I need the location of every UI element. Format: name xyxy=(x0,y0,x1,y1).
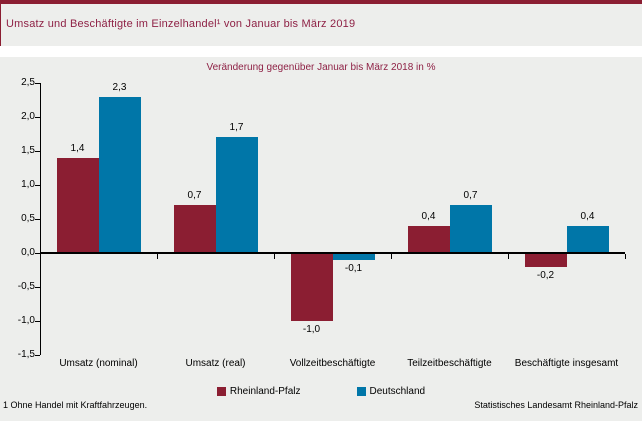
y-axis-tick-label: 0,0 xyxy=(21,247,35,258)
category-label: Umsatz (real) xyxy=(185,358,246,369)
page-title: Umsatz und Beschäftigte im Einzelhandel¹… xyxy=(6,18,356,30)
bar-value-label: 1,4 xyxy=(70,143,85,154)
chart-legend: Rheinland-Pfalz Deutschland xyxy=(0,386,642,397)
legend-item: Deutschland xyxy=(356,386,426,397)
bar-value-label: 0,7 xyxy=(187,190,202,201)
x-axis-tick xyxy=(625,254,626,259)
legend-item: Rheinland-Pfalz xyxy=(216,386,301,397)
legend-label: Deutschland xyxy=(369,386,426,397)
footnote: 1 Ohne Handel mit Kraftfahrzeugen. xyxy=(3,400,148,410)
bar-value-label: 0,4 xyxy=(421,211,436,222)
x-axis-tick xyxy=(274,254,275,259)
x-axis-tick xyxy=(391,254,392,259)
y-axis-tick xyxy=(35,83,40,84)
bar-rheinland-pfalz xyxy=(290,253,333,321)
bar-value-label: -0,1 xyxy=(344,263,363,274)
y-axis-tick-label: 2,0 xyxy=(21,111,35,122)
x-axis-zero-line xyxy=(40,252,625,254)
y-axis-tick-label: -1,0 xyxy=(17,315,35,326)
legend-swatch-icon xyxy=(356,387,366,396)
bar-rheinland-pfalz xyxy=(173,205,216,253)
bar-deutschland xyxy=(215,137,258,253)
category-label: Beschäftigte insgesamt xyxy=(514,358,619,369)
category-label: Umsatz (nominal) xyxy=(59,358,138,369)
x-axis-tick xyxy=(157,254,158,259)
title-band: Umsatz und Beschäftigte im Einzelhandel¹… xyxy=(0,4,642,46)
bar-rheinland-pfalz xyxy=(524,253,567,267)
bar-rheinland-pfalz xyxy=(56,158,99,253)
y-axis-tick-label: 1,5 xyxy=(21,145,35,156)
y-axis-tick xyxy=(35,151,40,152)
y-axis-tick xyxy=(35,117,40,118)
top-accent-border xyxy=(0,0,642,4)
y-axis-tick xyxy=(35,219,40,220)
y-axis-tick xyxy=(35,355,40,356)
legend-swatch-icon xyxy=(216,387,226,396)
y-axis-tick-label: 1,0 xyxy=(21,179,35,190)
y-axis-tick-label: -0,5 xyxy=(17,281,35,292)
y-axis-line xyxy=(40,83,41,355)
x-axis-tick xyxy=(508,254,509,259)
bar-rheinland-pfalz xyxy=(407,226,450,253)
bar-deutschland xyxy=(332,253,375,260)
bar-value-label: 0,7 xyxy=(463,190,478,201)
source-label: Statistisches Landesamt Rheinland-Pfalz xyxy=(474,400,638,410)
bar-value-label: -0,2 xyxy=(536,270,555,281)
category-label: Vollzeitbeschäftigte xyxy=(289,358,376,369)
bar-value-label: 0,4 xyxy=(580,211,595,222)
bar-value-label: -1,0 xyxy=(302,324,321,335)
chart-subtitle: Veränderung gegenüber Januar bis März 20… xyxy=(206,62,436,73)
y-axis-tick-label: 0,5 xyxy=(21,213,35,224)
bar-deutschland xyxy=(449,205,492,253)
y-axis-tick xyxy=(35,321,40,322)
y-axis-tick xyxy=(35,287,40,288)
y-axis-tick xyxy=(35,185,40,186)
bar-deutschland xyxy=(98,97,141,253)
bar-deutschland xyxy=(566,226,609,253)
category-label: Teilzeitbeschäftigte xyxy=(407,358,492,369)
y-axis-tick-label: -1,5 xyxy=(17,349,35,360)
y-axis-tick xyxy=(35,253,40,254)
bar-value-label: 2,3 xyxy=(112,82,127,93)
legend-label: Rheinland-Pfalz xyxy=(229,386,301,397)
y-axis-tick-label: 2,5 xyxy=(21,77,35,88)
bar-value-label: 1,7 xyxy=(229,122,244,133)
